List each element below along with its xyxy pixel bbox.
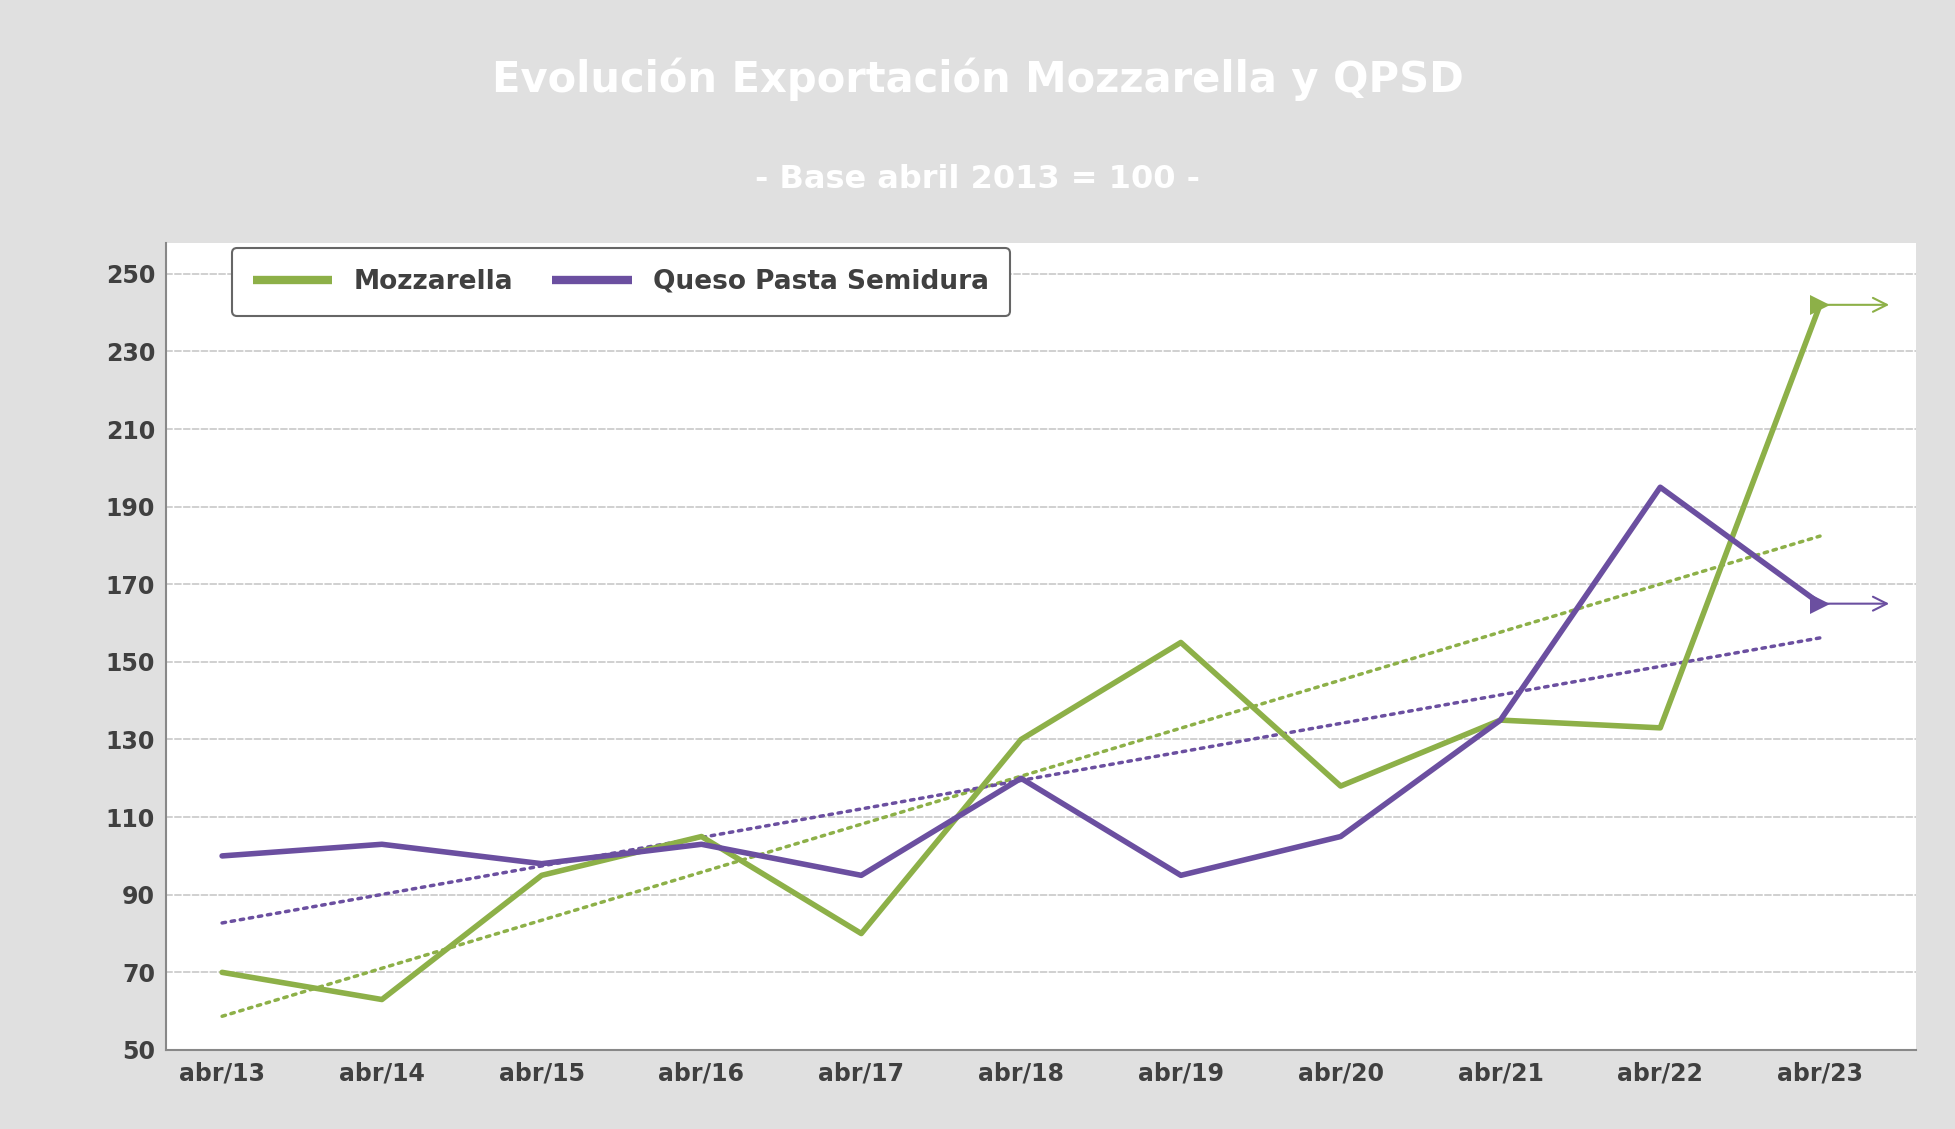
- Text: Evolución Exportación Mozzarella y QPSD: Evolución Exportación Mozzarella y QPSD: [491, 58, 1464, 102]
- Text: - Base abril 2013 = 100 -: - Base abril 2013 = 100 -: [755, 165, 1200, 195]
- Legend: Mozzarella, Queso Pasta Semidura: Mozzarella, Queso Pasta Semidura: [233, 248, 1011, 316]
